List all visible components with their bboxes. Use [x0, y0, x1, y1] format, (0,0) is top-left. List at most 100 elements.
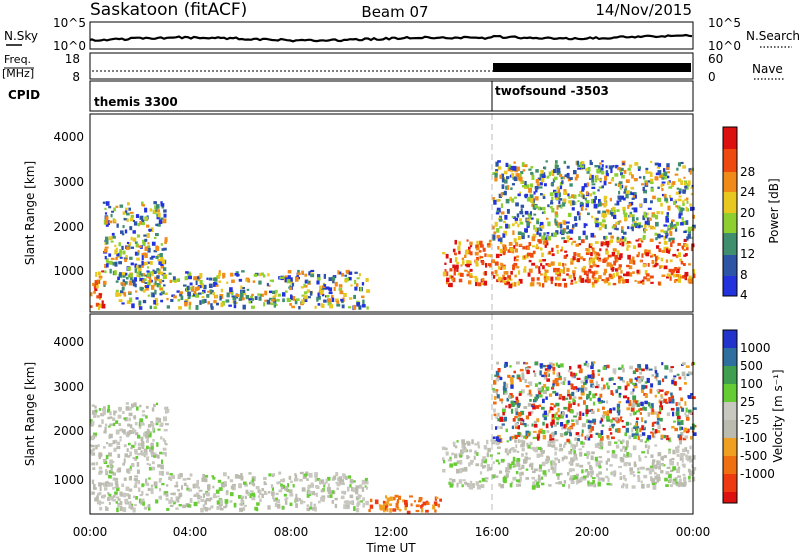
velocity-cell [551, 461, 556, 466]
velocity-cell [619, 377, 624, 381]
power-cell [156, 209, 160, 213]
velocity-cell [125, 486, 130, 491]
velocity-cell [565, 414, 568, 418]
power-cell [564, 263, 567, 266]
power-cell [519, 221, 524, 225]
velocity-cell [572, 397, 575, 403]
velocity-cell [105, 507, 109, 511]
power-cell [501, 173, 504, 178]
velocity-cell [469, 485, 474, 490]
velocity-cell [577, 434, 581, 437]
xtick-0000: 00:00 [73, 525, 108, 539]
power-cell [595, 264, 600, 268]
power-cell [243, 289, 246, 293]
velocity-cell [599, 393, 603, 398]
power-cell [540, 177, 545, 183]
velocity-cell [517, 402, 521, 406]
velocity-cell [619, 472, 622, 475]
power-cell [619, 243, 622, 246]
velocity-cell [568, 395, 572, 400]
velocity-cell [609, 464, 613, 467]
velocity-cell [559, 443, 562, 448]
power-cell [502, 251, 506, 256]
velocity-cell [508, 449, 512, 454]
power-cell [124, 281, 128, 285]
power-cell [647, 207, 652, 210]
velocity-cell [267, 505, 271, 510]
velocity-cell [374, 499, 379, 505]
power-cell [481, 277, 485, 282]
nave-tick-top: 60 [708, 52, 723, 66]
power-cell [601, 223, 605, 228]
velocity-cell [538, 476, 541, 479]
power-cell [469, 251, 473, 256]
velocity-cell [509, 463, 512, 469]
velocity-cell [499, 376, 503, 381]
power-cell [595, 223, 599, 228]
power-cell [143, 274, 148, 277]
velocity-cell [140, 422, 144, 426]
velocity-cell [130, 447, 133, 450]
power-cell [543, 237, 546, 242]
power-cell [585, 200, 590, 204]
power-cell [298, 306, 301, 310]
power-cell [449, 268, 453, 272]
velocity-cell [686, 449, 690, 454]
power-cell [98, 275, 103, 279]
velocity-cell [307, 486, 310, 491]
velocity-cell [574, 372, 578, 377]
power-cell [592, 277, 597, 280]
velocity-cell [645, 364, 649, 370]
velocity-cell [487, 447, 491, 453]
velocity-cell [503, 364, 507, 368]
power-cell [122, 211, 126, 215]
velocity-cell [334, 503, 338, 509]
velocity-cell [632, 411, 635, 416]
power-cell [550, 261, 555, 266]
power-cell [513, 176, 518, 182]
velocity-cell [392, 508, 397, 512]
power-cell [584, 198, 587, 201]
power-cell [570, 258, 575, 262]
power-cell [296, 272, 301, 276]
velocity-cell [249, 493, 252, 499]
power-cell [180, 295, 184, 300]
power-cbar-label: Power [dB] [767, 178, 781, 243]
velocity-cell [98, 466, 103, 470]
power-cell [102, 280, 107, 285]
power-cell [675, 205, 678, 208]
velocity-cell [597, 373, 600, 376]
power-cell [556, 205, 559, 210]
velocity-cell [683, 376, 687, 380]
power-cell [118, 261, 122, 265]
power-cell [662, 174, 667, 180]
velocity-cell [626, 407, 631, 411]
power-cell [632, 245, 636, 250]
power-swatch-8 [723, 127, 737, 149]
power-cell [569, 229, 574, 234]
power-cell [166, 305, 170, 309]
velocity-cell [151, 454, 155, 457]
velocity-cell [497, 438, 501, 442]
power-cell [636, 269, 639, 274]
velocity-cell [463, 446, 466, 449]
velocity-cell [164, 451, 167, 457]
power-cell [348, 306, 352, 309]
power-cell [111, 210, 114, 213]
velocity-cell [690, 436, 693, 440]
velocity-cell [525, 477, 530, 480]
power-cell [577, 167, 582, 170]
power-cell [561, 229, 565, 234]
velocity-cell [550, 465, 553, 468]
velocity-cell [581, 429, 584, 434]
power-cell [331, 294, 334, 298]
power-cell [350, 284, 353, 287]
velocity-cell [370, 498, 373, 503]
power-cell [497, 279, 501, 282]
power-cell [206, 277, 209, 280]
power-cell [104, 212, 108, 215]
power-cell [686, 201, 689, 204]
velocity-cell [155, 499, 159, 504]
velocity-cell [680, 420, 684, 425]
velocity-cell [637, 467, 640, 471]
